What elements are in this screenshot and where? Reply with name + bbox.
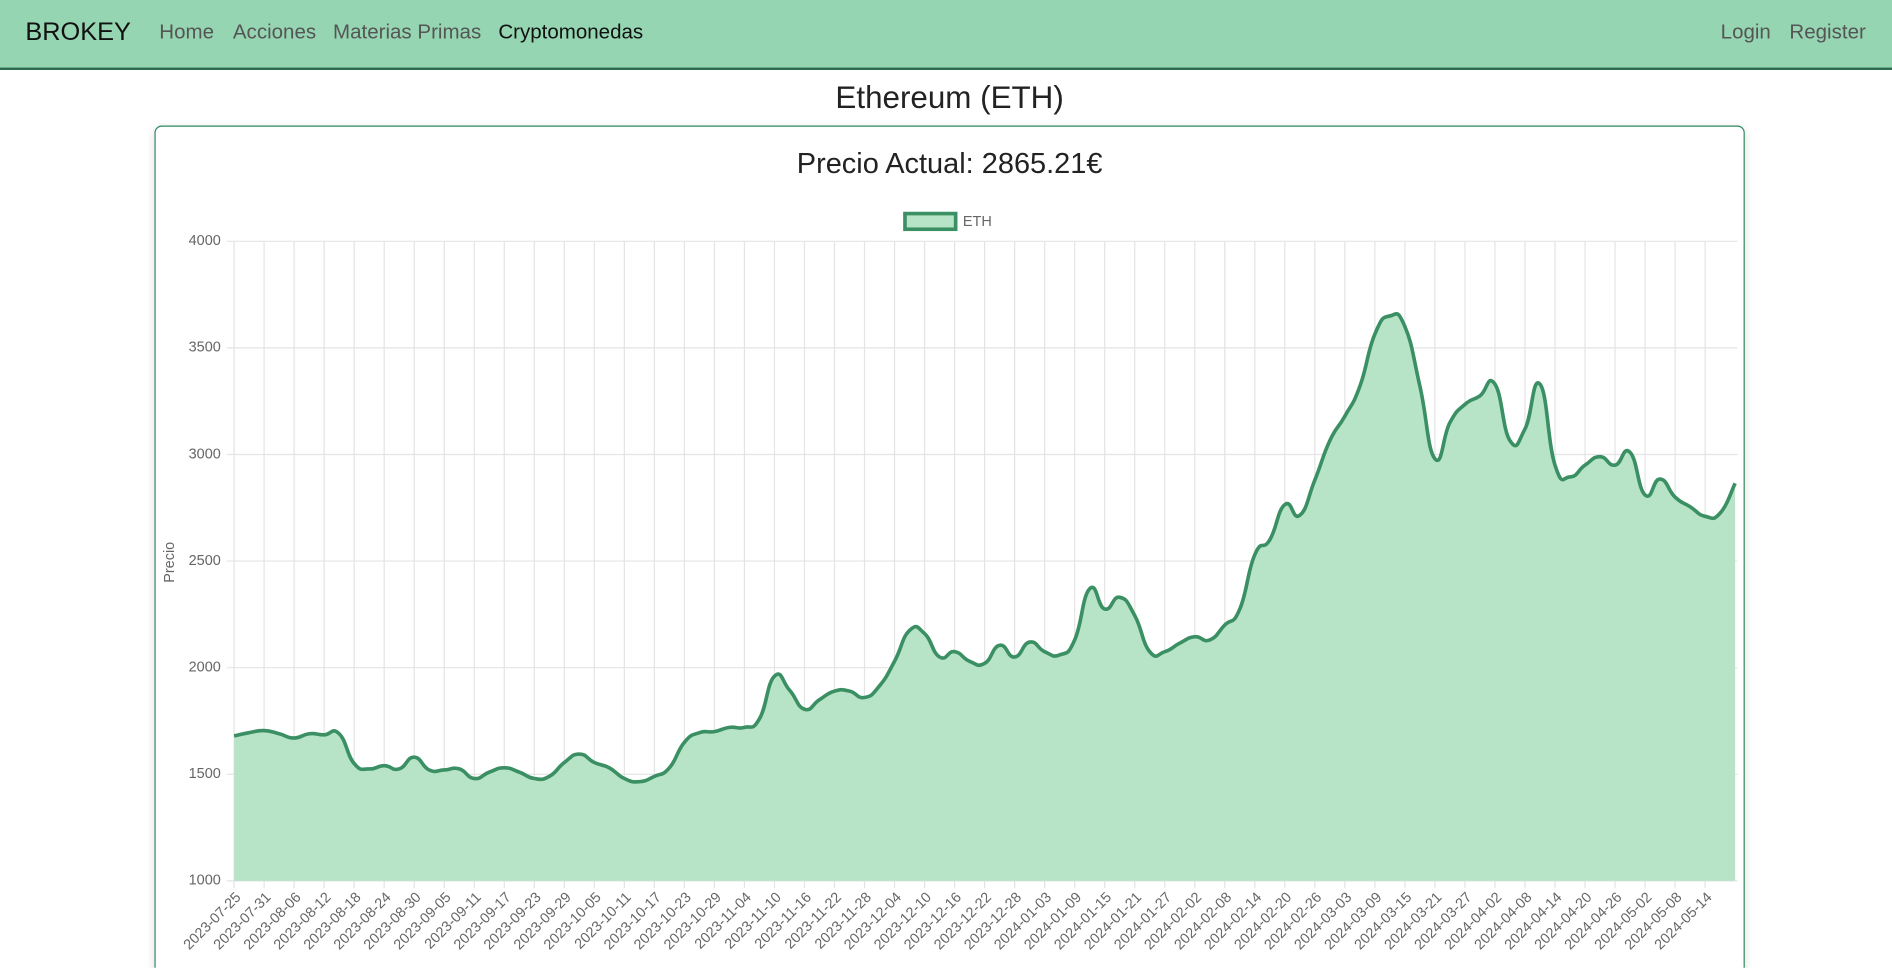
line <box>233 312 1737 784</box>
chart-card <box>154 125 1745 968</box>
area <box>234 313 1736 881</box>
y-tick-label: 4000 <box>189 233 221 249</box>
y-axis-label: Precio <box>162 542 178 583</box>
chart-title: Precio Actual: 2865.21€ <box>797 148 1103 180</box>
navbar: BROKEY Home Acciones Materias Primas Cry… <box>0 0 1892 70</box>
legend-label: ETH <box>963 214 992 230</box>
nav-link[interactable]: Home <box>159 20 215 44</box>
brand[interactable]: BROKEY <box>25 18 131 46</box>
legend-swatch <box>903 211 958 232</box>
y-tick-label: 2000 <box>189 659 221 675</box>
nav-link[interactable]: Cryptomonedas <box>498 20 644 44</box>
y-tick-label: 3000 <box>189 446 221 462</box>
login-link[interactable]: Login <box>1720 20 1771 44</box>
y-tick-label: 1000 <box>189 873 221 889</box>
register-link[interactable]: Register <box>1789 20 1866 44</box>
y-tick-label: 1500 <box>189 766 221 782</box>
page-heading: Ethereum (ETH) <box>835 79 1064 116</box>
nav-link[interactable]: Acciones <box>232 20 317 44</box>
y-tick-label: 3500 <box>189 340 221 356</box>
y-tick-label: 2500 <box>189 553 221 569</box>
nav-link[interactable]: Materias Primas <box>333 20 482 44</box>
